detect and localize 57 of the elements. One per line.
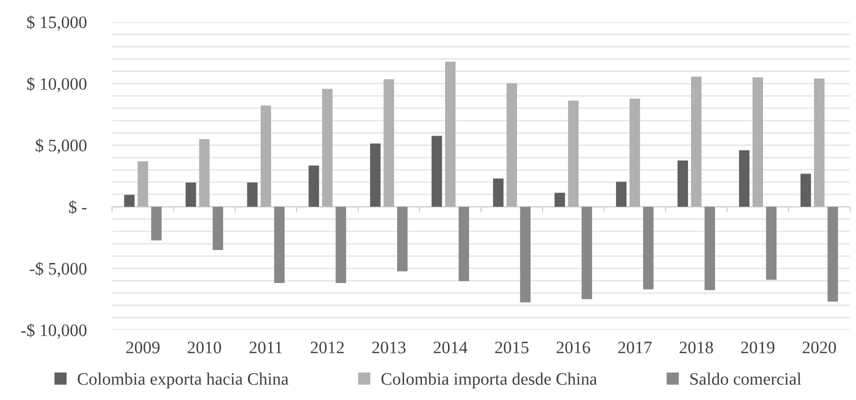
y-tick-label: -$ 5,000 xyxy=(30,262,86,278)
bar xyxy=(274,206,285,284)
x-tick-label: 2019 xyxy=(741,342,774,354)
legend-label: Saldo comercial xyxy=(690,372,802,385)
y-tick-label: -$ 10,000 xyxy=(21,323,86,339)
x-tick-label: 2017 xyxy=(618,342,652,354)
x-tick-label: 2015 xyxy=(495,342,528,354)
bar xyxy=(630,98,640,207)
bar xyxy=(445,62,456,207)
bar xyxy=(506,83,518,207)
y-tick-label: $ 5,000 xyxy=(36,138,86,154)
x-tick-label: 2010 xyxy=(188,342,222,354)
bar xyxy=(370,143,381,207)
legend-label: Colombia exporta hacia China xyxy=(78,372,288,388)
bar xyxy=(568,100,579,207)
x-tick-label: 2020 xyxy=(802,342,836,354)
bar xyxy=(199,139,210,207)
y-tick-label: $ 10,000 xyxy=(27,77,86,92)
bar xyxy=(336,206,346,284)
x-tick-label: 2012 xyxy=(310,342,344,354)
bar xyxy=(124,194,135,207)
bar xyxy=(247,182,258,207)
bar xyxy=(766,206,777,280)
bar xyxy=(554,192,566,207)
bar xyxy=(520,206,531,302)
bar xyxy=(397,206,408,272)
bar xyxy=(800,174,811,207)
bar xyxy=(212,206,224,250)
bar xyxy=(384,79,394,207)
x-tick-label: 2014 xyxy=(434,342,468,354)
bar xyxy=(828,206,838,302)
bar xyxy=(678,160,688,207)
bar xyxy=(186,182,196,207)
x-tick-label: 2013 xyxy=(372,342,406,354)
y-tick-label: $ - xyxy=(69,200,87,214)
x-tick-label: 2018 xyxy=(680,342,713,354)
x-tick-label: 2016 xyxy=(556,342,590,354)
bar xyxy=(643,206,654,290)
bar xyxy=(739,150,750,207)
legend-label: Colombia importa desde China xyxy=(381,372,597,388)
bar xyxy=(582,206,592,300)
bar xyxy=(432,136,442,207)
bar xyxy=(691,76,702,207)
x-tick-label: 2011 xyxy=(250,342,282,354)
bar xyxy=(616,182,626,207)
bar xyxy=(752,77,763,207)
bar xyxy=(493,178,504,207)
bar xyxy=(151,206,162,240)
bar xyxy=(322,88,333,207)
y-tick-label: $ 15,000 xyxy=(27,15,86,31)
bar xyxy=(458,206,470,282)
bar xyxy=(814,78,824,207)
bar xyxy=(260,106,272,207)
bar xyxy=(308,166,320,207)
x-tick-label: 2009 xyxy=(126,342,160,354)
bar xyxy=(138,161,148,207)
bar xyxy=(704,206,716,290)
